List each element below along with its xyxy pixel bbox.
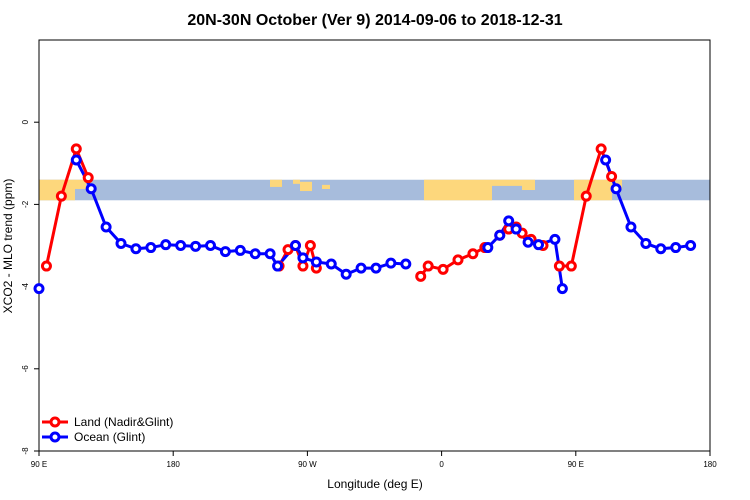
ocean-point xyxy=(70,154,82,166)
map-land-5 xyxy=(300,181,312,192)
legend-ocean-marker xyxy=(49,431,61,443)
series-points xyxy=(33,143,697,295)
map-land-2 xyxy=(75,179,86,189)
y-tick-label: -4 xyxy=(21,282,30,290)
ocean-series-line xyxy=(604,159,691,251)
y-tick-label: -8 xyxy=(21,447,30,455)
map-land-6 xyxy=(322,184,330,189)
land-point xyxy=(437,263,449,275)
ocean-point xyxy=(234,244,246,256)
land-point xyxy=(467,248,479,260)
ocean-point xyxy=(310,256,322,268)
land-point xyxy=(606,170,618,182)
map-strip xyxy=(39,179,710,201)
plot-frame xyxy=(38,39,711,452)
ocean-point xyxy=(400,258,412,270)
ocean-point xyxy=(625,221,637,233)
x-tick-label: 180 xyxy=(167,460,181,469)
map-land-10 xyxy=(574,179,612,201)
ocean-point xyxy=(533,239,545,251)
land-point xyxy=(422,260,434,272)
ocean-point xyxy=(482,242,494,254)
land-point xyxy=(553,260,565,272)
ocean-series-line xyxy=(74,159,406,276)
ocean-point xyxy=(640,237,652,249)
ocean-point xyxy=(325,258,337,270)
land-point xyxy=(70,143,82,155)
map-land-4 xyxy=(293,179,300,184)
ocean-point xyxy=(494,229,506,241)
land-point xyxy=(82,172,94,184)
x-tick-label: 90 E xyxy=(568,460,584,469)
ocean-point xyxy=(503,215,515,227)
ocean-point xyxy=(549,233,561,245)
x-axis: 90 E 180 90 W 0 90 E 180 xyxy=(31,451,717,469)
ocean-point xyxy=(685,240,697,251)
y-tick-label: -6 xyxy=(21,365,30,373)
ocean-point xyxy=(510,223,522,235)
y-tick-label: 0 xyxy=(21,119,30,124)
map-land-9 xyxy=(522,179,535,191)
ocean-point xyxy=(610,183,622,195)
map-land-8 xyxy=(492,179,522,186)
ocean-point xyxy=(670,242,682,254)
ocean-point xyxy=(522,236,534,248)
x-tick-label: 0 xyxy=(439,460,444,469)
ocean-point xyxy=(297,252,309,264)
ocean-point xyxy=(85,183,97,195)
ocean-point xyxy=(340,268,352,280)
y-axis: 0 -2 -4 -6 -8 xyxy=(21,119,39,455)
ocean-point xyxy=(160,239,172,251)
ocean-point xyxy=(556,283,568,295)
land-series-line xyxy=(44,147,90,267)
land-point xyxy=(55,190,67,202)
ocean-point xyxy=(175,240,187,251)
legend: Land (Nadir&Glint) Ocean (Glint) xyxy=(42,415,173,444)
land-point xyxy=(565,260,577,272)
map-land-3 xyxy=(270,179,282,187)
ocean-point xyxy=(655,243,667,255)
land-point xyxy=(304,240,316,251)
map-land-7 xyxy=(424,179,492,201)
ocean-point xyxy=(264,248,276,260)
ocean-point xyxy=(249,248,261,260)
land-point xyxy=(580,190,592,202)
ocean-point xyxy=(190,240,202,252)
land-point xyxy=(415,270,427,282)
ocean-point xyxy=(272,260,284,272)
y-axis-label: XCO2 - MLO trend (ppm) xyxy=(1,179,15,314)
ocean-point xyxy=(385,257,397,269)
ocean-point xyxy=(100,221,112,233)
land-point xyxy=(40,260,52,272)
legend-land-marker xyxy=(49,416,61,428)
ocean-point xyxy=(289,240,301,251)
land-point xyxy=(452,254,464,266)
ocean-point xyxy=(145,242,157,254)
ocean-point xyxy=(600,154,612,166)
legend-ocean-label: Ocean (Glint) xyxy=(74,430,145,444)
legend-land-label: Land (Nadir&Glint) xyxy=(74,415,173,429)
x-tick-label: 90 E xyxy=(31,460,47,469)
land-series-line xyxy=(559,147,613,268)
ocean-point xyxy=(33,283,45,295)
ocean-point xyxy=(204,240,216,251)
x-tick-label: 90 W xyxy=(298,460,317,469)
chart-title: 20N-30N October (Ver 9) 2014-09-06 to 20… xyxy=(187,12,562,29)
ocean-point xyxy=(370,262,382,274)
y-tick-label: -2 xyxy=(21,200,30,208)
land-point xyxy=(595,143,607,155)
ocean-point xyxy=(115,237,127,249)
map-ocean xyxy=(39,179,710,201)
ocean-point xyxy=(130,243,142,255)
series-lines xyxy=(44,147,691,289)
ocean-point xyxy=(355,262,367,274)
x-tick-label: 180 xyxy=(703,460,717,469)
x-axis-label: Longitude (deg E) xyxy=(327,477,422,491)
ocean-point xyxy=(219,246,231,258)
